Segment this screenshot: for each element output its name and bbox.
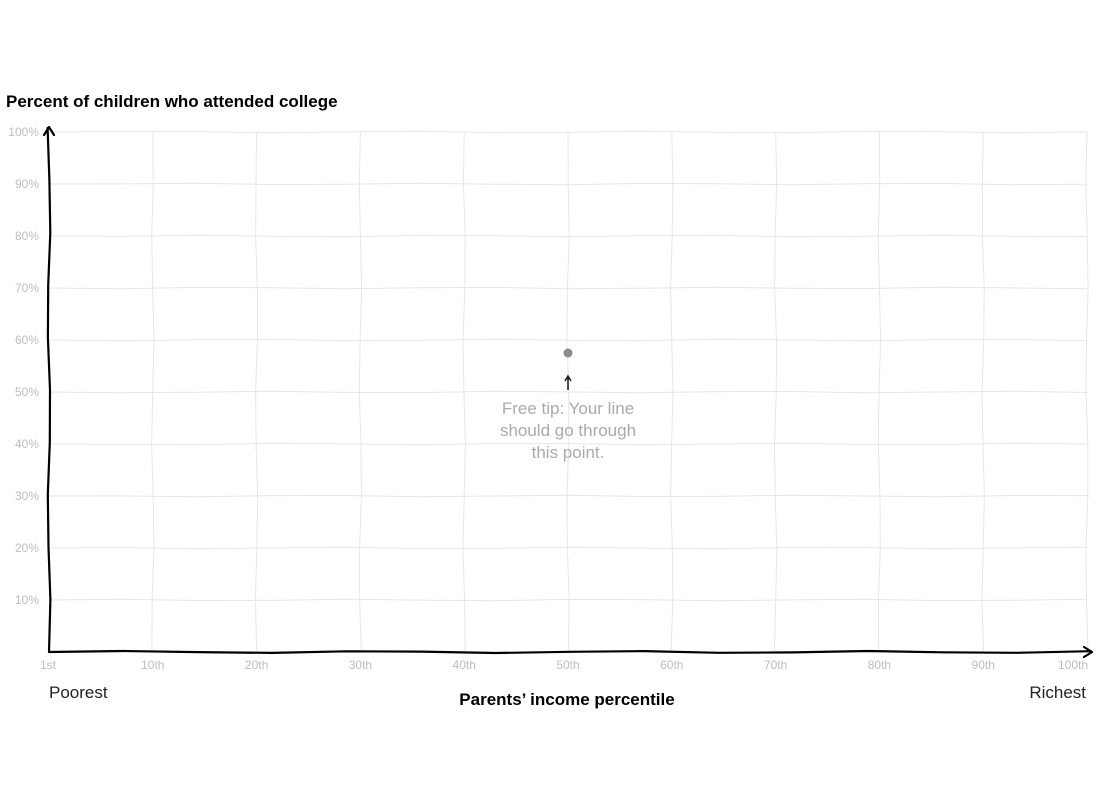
y-tick-label: 20% xyxy=(15,541,39,555)
y-tick-label: 10% xyxy=(15,593,39,607)
chart-title: Percent of children who attended college xyxy=(6,92,338,111)
y-tick-label: 50% xyxy=(15,385,39,399)
grid-line-horizontal xyxy=(48,390,1088,394)
x-tick-label: 50th xyxy=(556,658,579,672)
x-tick-label: 80th xyxy=(868,658,891,672)
y-tick-label: 70% xyxy=(15,281,39,295)
y-tick-label: 100% xyxy=(8,125,39,139)
y-axis-arrowhead xyxy=(42,125,56,137)
grid-line-horizontal xyxy=(48,598,1088,602)
grid-line-vertical xyxy=(877,131,882,653)
y-axis-ticks: 10% 20% 30% 40% 50% 60% 70% 80% 90% 100% xyxy=(8,125,39,607)
x-tick-label: 60th xyxy=(660,658,683,672)
y-tick-label: 30% xyxy=(15,489,39,503)
x-axis-arrowhead xyxy=(1082,645,1094,659)
x-axis-title: Parents’ income percentile xyxy=(459,690,674,709)
y-axis-line xyxy=(46,126,52,654)
tip-annotation-line: Free tip: Your line xyxy=(502,399,634,418)
tip-arrow-icon xyxy=(564,374,572,390)
grid-line-vertical xyxy=(151,131,155,653)
grid-line-horizontal xyxy=(48,442,1088,446)
grid-line-horizontal xyxy=(48,546,1088,550)
x-tick-label: 10th xyxy=(141,658,164,672)
tip-annotation-line: this point. xyxy=(532,443,605,462)
x-axis-ticks: 1st 10th 20th 30th 40th 50th 60th 70th 80th 90th 1… xyxy=(40,658,1088,672)
anchor-point xyxy=(563,348,573,358)
tip-annotation-line: should go through xyxy=(500,421,636,440)
x-end-label-richest: Richest xyxy=(1029,683,1086,702)
grid-line-horizontal xyxy=(48,234,1088,238)
grid-line-horizontal xyxy=(48,494,1088,498)
grid-line-vertical xyxy=(254,131,259,653)
x-tick-label: 20th xyxy=(245,658,268,672)
x-tick-label: 70th xyxy=(764,658,787,672)
x-tick-label: 30th xyxy=(349,658,372,672)
axes xyxy=(42,125,1094,659)
grid-line-horizontal xyxy=(48,338,1088,342)
grid-line-horizontal xyxy=(48,182,1088,186)
x-tick-label: 40th xyxy=(453,658,476,672)
y-tick-label: 60% xyxy=(15,333,39,347)
x-tick-label: 1st xyxy=(40,658,57,672)
y-tick-label: 40% xyxy=(15,437,39,451)
x-tick-label: 90th xyxy=(972,658,995,672)
y-tick-label: 80% xyxy=(15,229,39,243)
x-tick-label: 100th xyxy=(1058,658,1088,672)
anchor-annotation: Free tip: Your line should go through this… xyxy=(500,348,636,462)
y-tick-label: 90% xyxy=(15,177,39,191)
x-end-label-poorest: Poorest xyxy=(49,683,108,702)
grid-line-horizontal xyxy=(48,286,1088,290)
grid-line-horizontal xyxy=(48,130,1088,134)
grid xyxy=(48,130,1089,653)
x-axis-line xyxy=(47,649,1093,655)
